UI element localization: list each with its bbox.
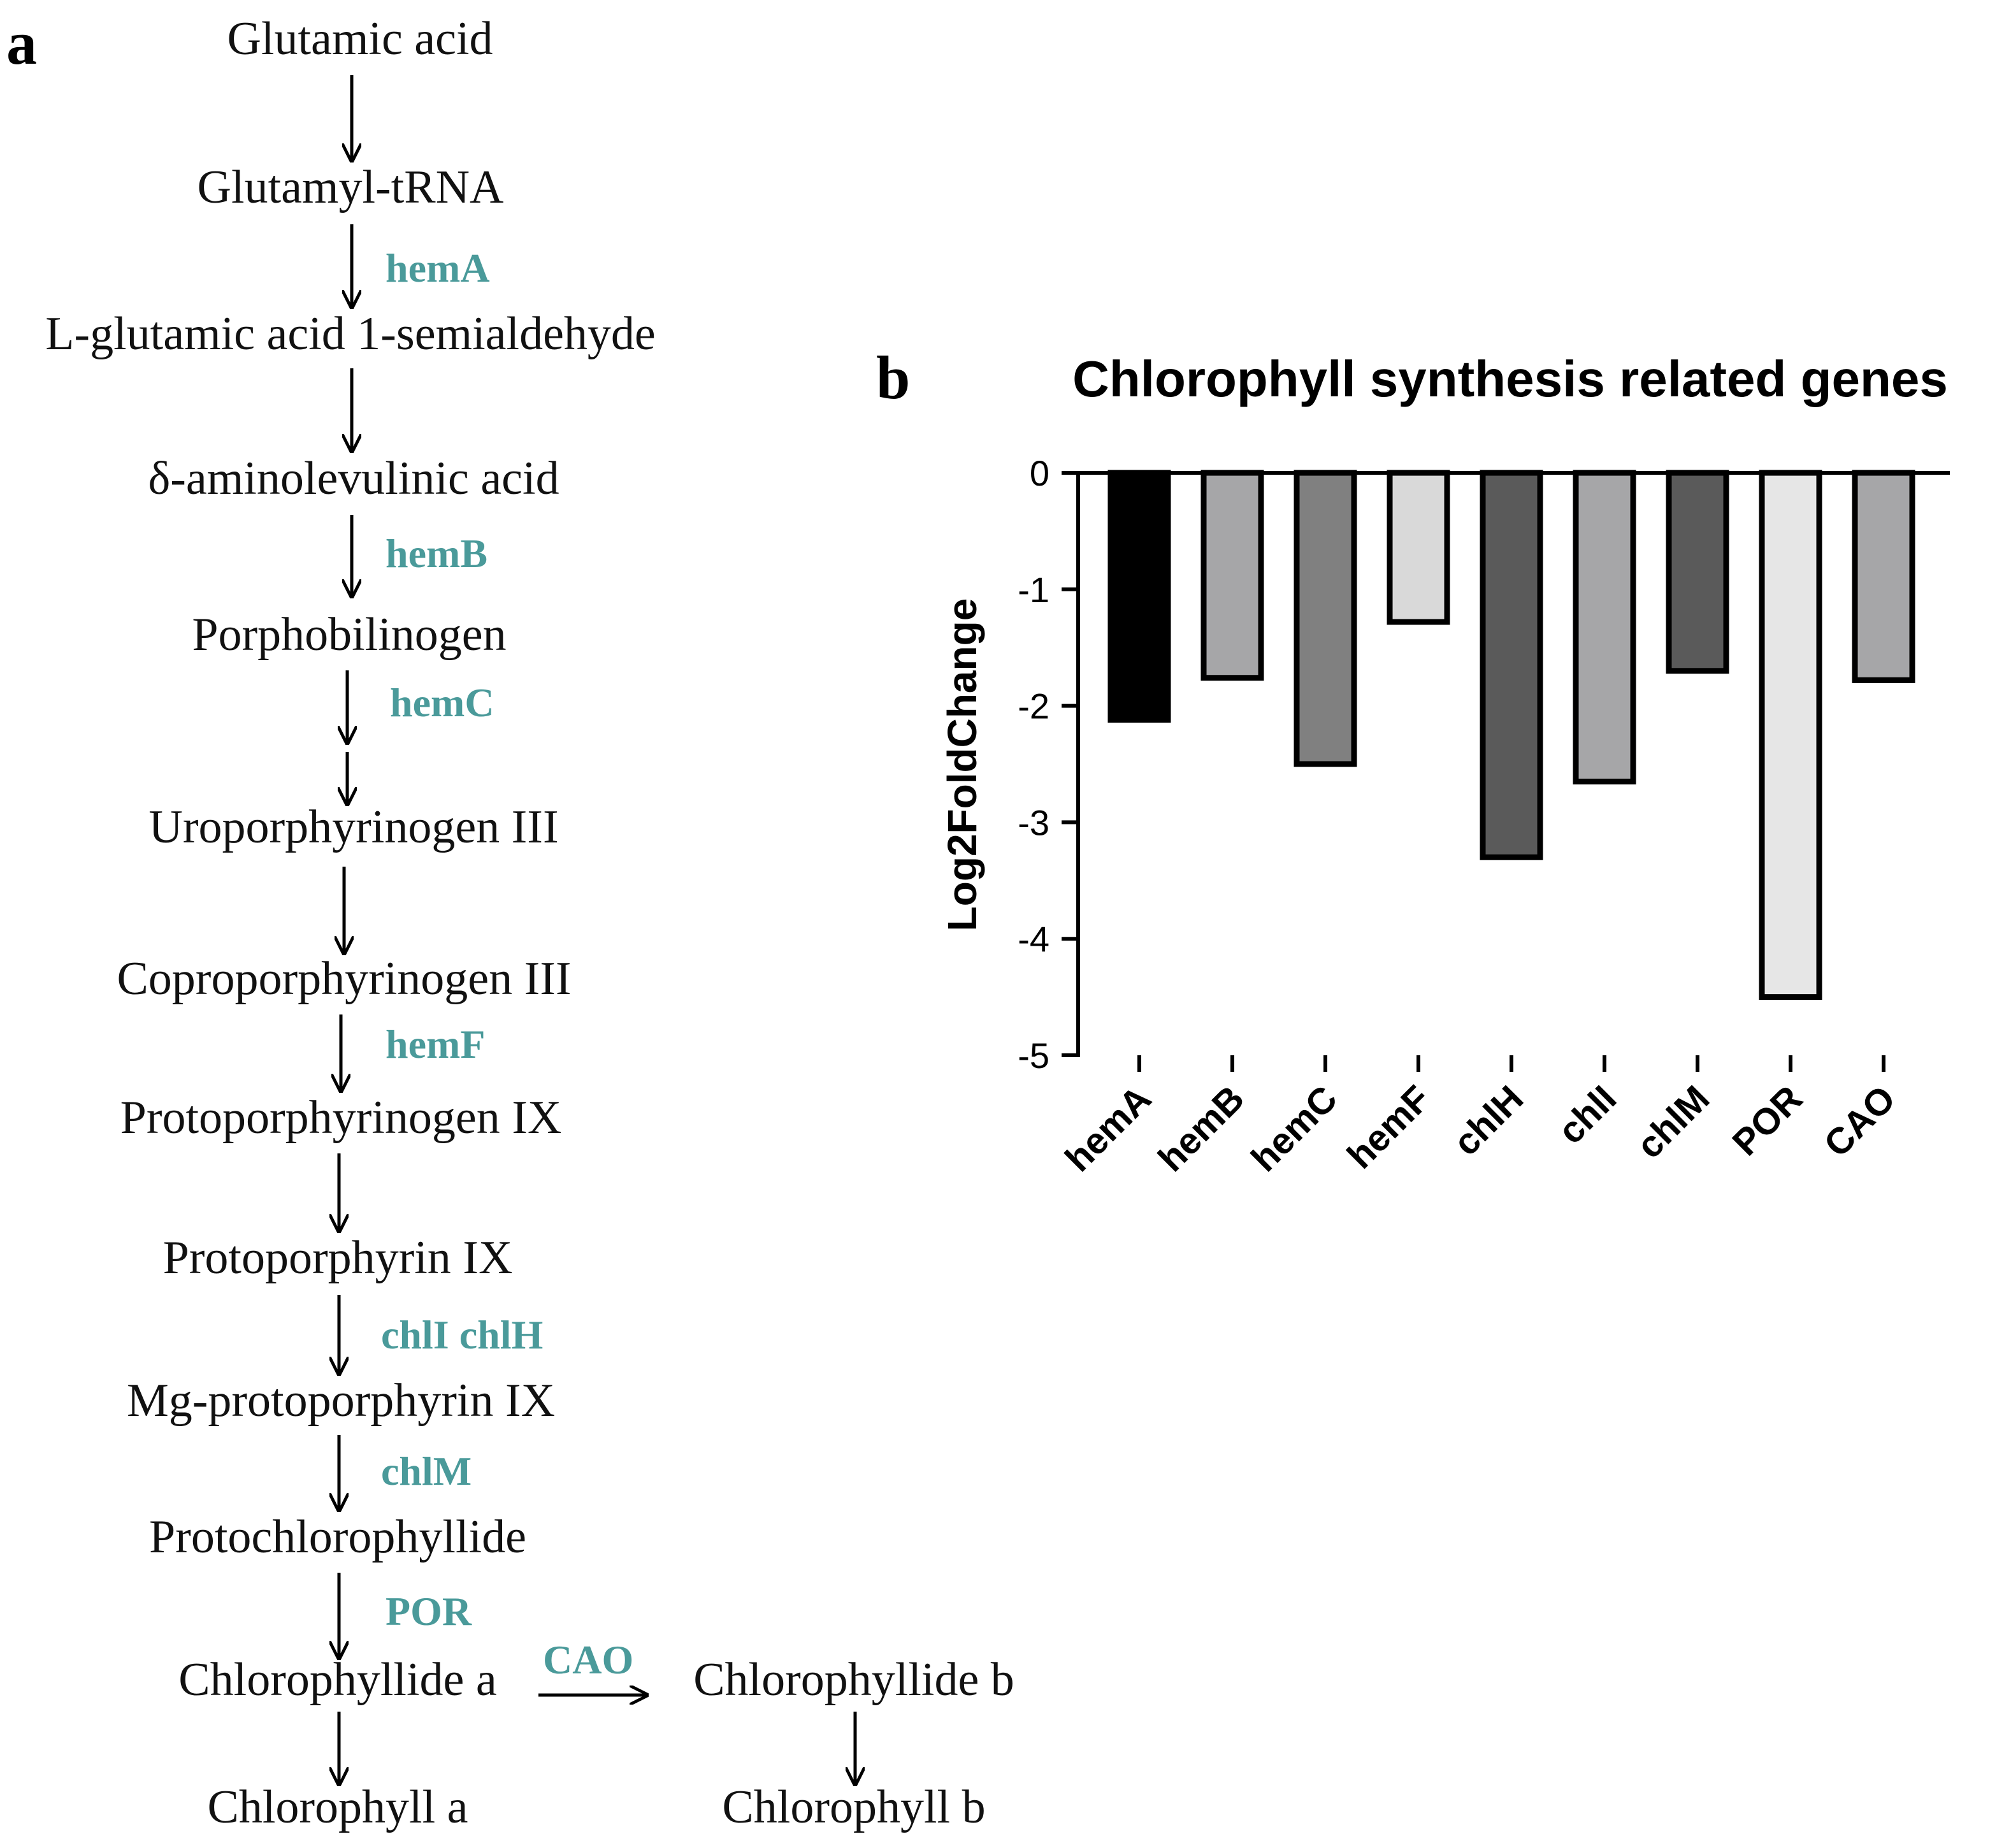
panel-b-letter: b xyxy=(876,343,910,412)
compound-mg-protoporphyrin-ix: Mg-protoporphyrin IX xyxy=(127,1375,555,1427)
x-tick-label-hemB: hemB xyxy=(1150,1078,1252,1180)
x-tick-label-hemF: hemF xyxy=(1339,1078,1438,1176)
bar-CAO xyxy=(1852,470,1915,683)
compound-chlorophyll-b: Chlorophyll b xyxy=(722,1781,985,1833)
compound-chlorophyllide-b: Chlorophyllide b xyxy=(693,1654,1014,1706)
bars xyxy=(1107,470,1915,1000)
chart-title: Chlorophyll synthesis related genes xyxy=(1072,350,1948,407)
panel-a-pathway: a Glutamic acid Glutamyl-tRNA L-glutamic… xyxy=(6,9,1014,1833)
compound-chlorophyllide-a: Chlorophyllide a xyxy=(178,1654,496,1706)
compound-l-glutamic-semialdehyde: L-glutamic acid 1-semialdehyde xyxy=(45,308,656,360)
x-tick-label-chlM: chlM xyxy=(1629,1078,1717,1166)
y-tick-label: -3 xyxy=(1018,802,1049,842)
compound-glutamyl-trna: Glutamyl-tRNA xyxy=(198,161,504,213)
enzyme-hemB: hemB xyxy=(386,531,487,576)
enzyme-labels: hemA hemB hemC hemF chlI chlH chlM POR C… xyxy=(381,245,633,1682)
bar-hemC xyxy=(1294,470,1357,767)
y-axis-ticks: 0 -1 -2 -3 -4 -5 xyxy=(1018,453,1078,1076)
enzyme-POR: POR xyxy=(386,1589,472,1634)
enzyme-hemA: hemA xyxy=(386,245,490,291)
enzyme-hemF: hemF xyxy=(386,1021,485,1067)
bar-hemF xyxy=(1387,470,1450,625)
x-tick-label-hemA: hemA xyxy=(1057,1078,1159,1180)
panel-a-letter: a xyxy=(6,9,37,77)
y-axis-label: Log2FoldChange xyxy=(939,598,985,932)
enzyme-chlI-chlH: chlI chlH xyxy=(381,1312,543,1357)
compound-protoporphyrin-ix: Protoporphyrin IX xyxy=(163,1232,513,1284)
bar-chlH xyxy=(1480,470,1543,860)
enzyme-CAO: CAO xyxy=(543,1637,633,1682)
compound-protochlorophyllide: Protochlorophyllide xyxy=(149,1511,526,1563)
compound-protoporphyrinogen-ix: Protoporphyrinogen IX xyxy=(120,1092,562,1144)
y-tick-label: -5 xyxy=(1018,1036,1049,1076)
x-tick-label-POR: POR xyxy=(1724,1078,1810,1164)
bar-hemA xyxy=(1107,470,1171,723)
bar-chlI xyxy=(1573,470,1636,784)
y-tick-label: -1 xyxy=(1018,570,1049,610)
compound-uroporphyrinogen-iii: Uroporphyrinogen III xyxy=(148,801,558,853)
y-tick-label: -2 xyxy=(1018,686,1049,726)
compound-aminolevulinic-acid: δ-aminolevulinic acid xyxy=(148,452,559,505)
compound-glutamic-acid: Glutamic acid xyxy=(227,13,493,65)
enzyme-chlM: chlM xyxy=(381,1448,472,1494)
pathway-arrows xyxy=(339,75,855,1784)
bar-POR xyxy=(1759,470,1822,1000)
x-tick-label-hemC: hemC xyxy=(1243,1078,1345,1180)
x-tick-label-chlH: chlH xyxy=(1445,1078,1531,1164)
y-tick-label: 0 xyxy=(1030,453,1049,493)
bar-chlM xyxy=(1666,470,1729,674)
compound-chlorophyll-a: Chlorophyll a xyxy=(207,1781,468,1833)
compound-coproporphyrinogen-iii: Coproporphyrinogen III xyxy=(117,953,571,1005)
bar-hemB xyxy=(1200,470,1264,681)
enzyme-hemC: hemC xyxy=(390,680,494,725)
compound-porphobilinogen: Porphobilinogen xyxy=(192,609,506,661)
y-tick-label: -4 xyxy=(1018,919,1049,959)
x-tick-label-chlI: chlI xyxy=(1550,1078,1625,1152)
panel-b-chart: b Chlorophyll synthesis related genes Lo… xyxy=(876,343,1950,1180)
x-tick-label-CAO: CAO xyxy=(1816,1078,1903,1165)
